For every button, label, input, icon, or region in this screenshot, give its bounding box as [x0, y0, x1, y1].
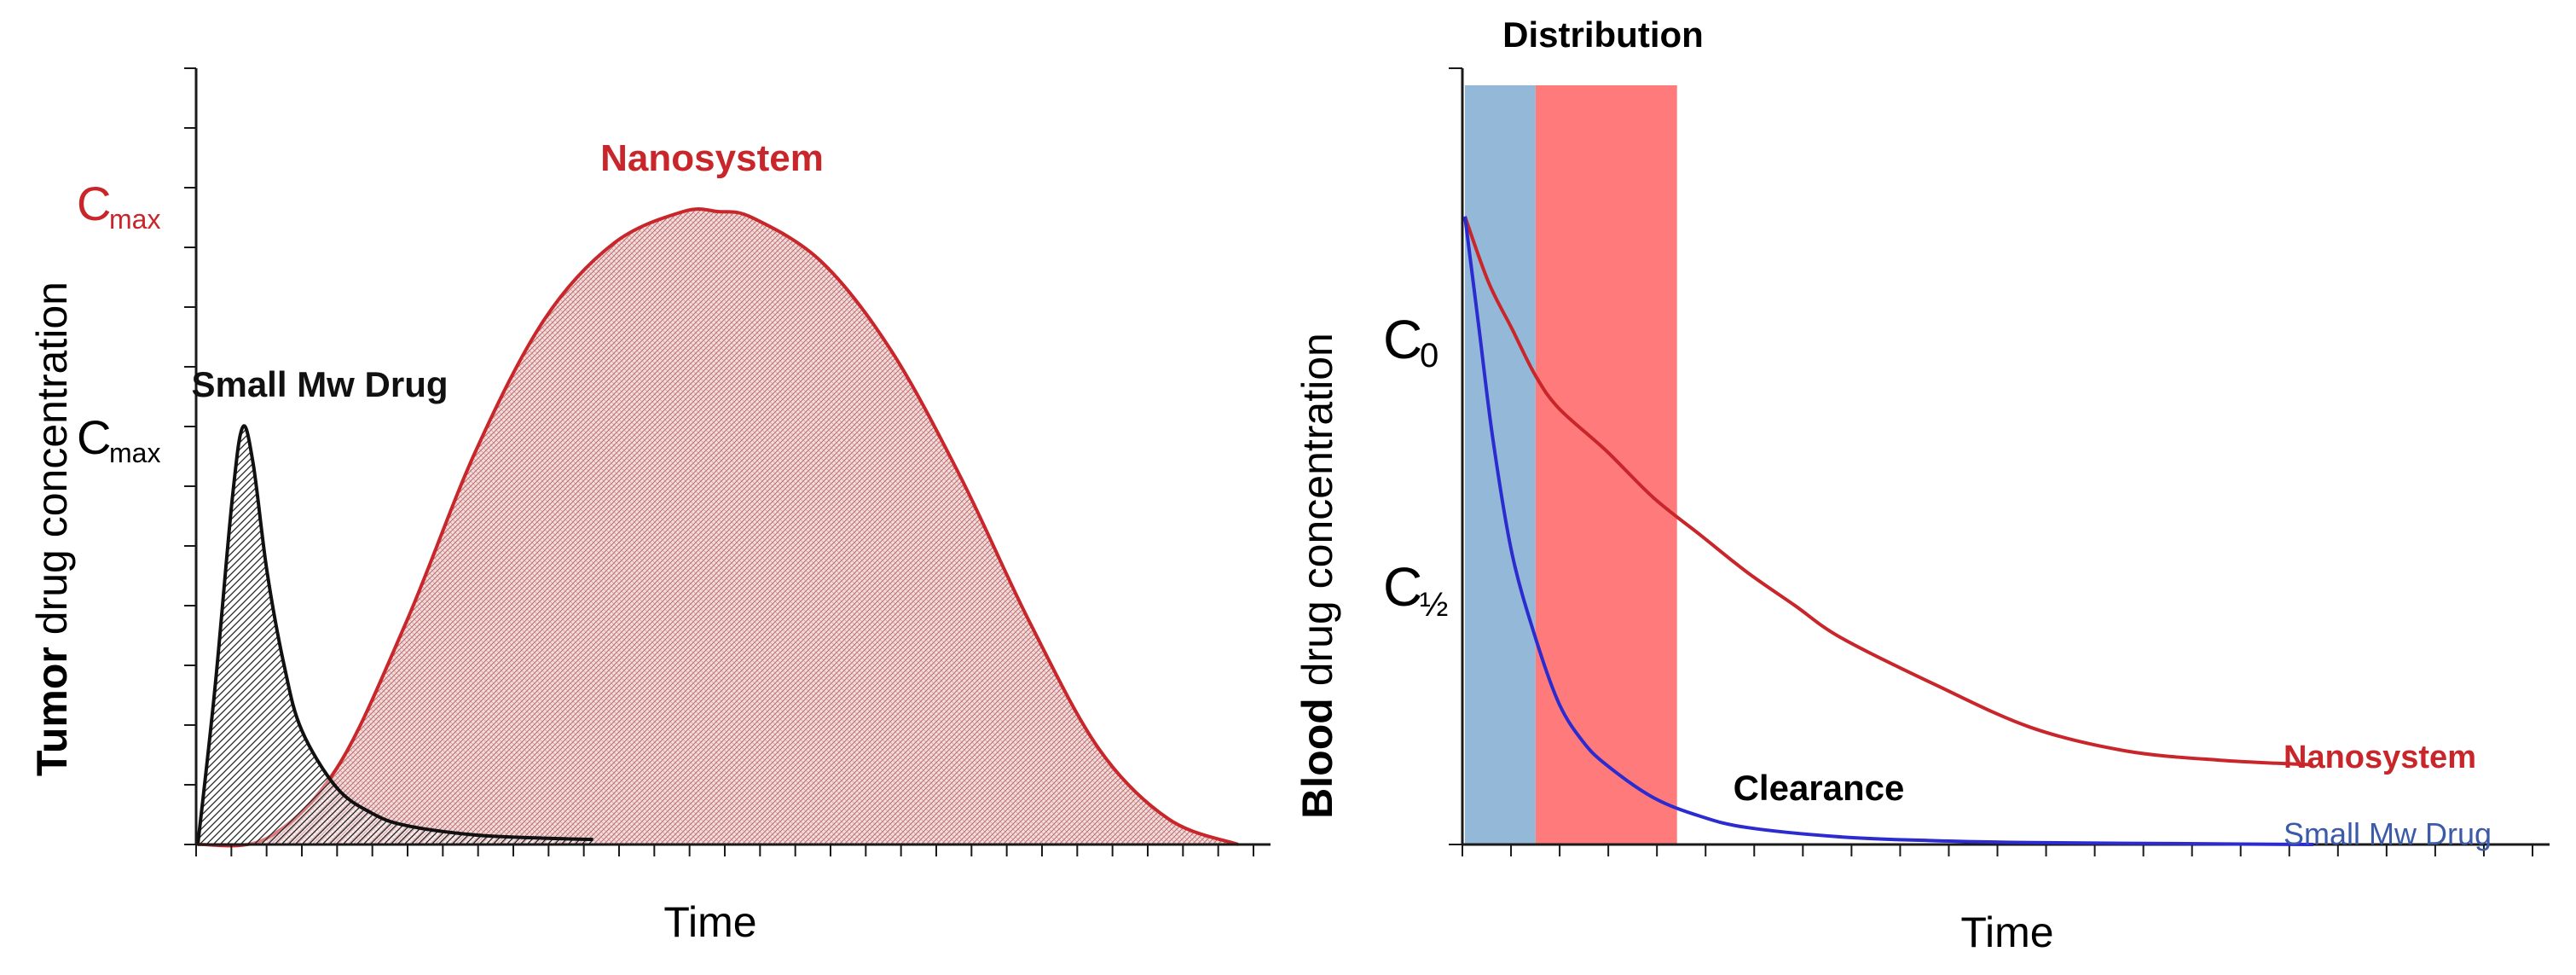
chalf-sub: ½ [1420, 586, 1448, 624]
small-mw-drug-tumor-area [196, 424, 593, 845]
phase-band-distribution-red [1535, 85, 1677, 844]
phase-bands [1465, 85, 1677, 844]
blood-concentration-chart: Distribution Clearance C 0 C ½ Nanosyste… [1294, 15, 2550, 956]
c0-tick-label: C 0 [1383, 309, 1439, 374]
left-y-axis-label-rest: drug concentration [28, 281, 76, 647]
cmax-small-label: C max [77, 410, 160, 468]
clearance-label: Clearance [1734, 768, 1905, 808]
cmax-nano-base: C [77, 177, 111, 230]
left-x-axis-label: Time [663, 898, 756, 946]
tumor-concentration-chart: Nanosystem Small Mw Drug C max C max Tum… [28, 67, 1271, 946]
left-y-axis-label: Tumor drug concentration [28, 281, 76, 776]
small-mw-drug-blood-label: Small Mw Drug [2284, 816, 2492, 851]
right-y-axis-label: Blood drug concentration [1294, 333, 1341, 819]
cmax-nano-sub: max [109, 204, 160, 235]
right-y-axis-label-bold: Blood [1294, 698, 1341, 819]
right-axes [1449, 67, 2550, 856]
chalf-base: C [1383, 556, 1422, 618]
small-mw-drug-curve [196, 424, 593, 845]
chalf-tick-label: C ½ [1383, 556, 1448, 624]
distribution-label: Distribution [1502, 15, 1704, 55]
c0-sub: 0 [1420, 337, 1439, 374]
small-mw-drug-blood-curve [1463, 216, 2313, 846]
right-x-axis-label: Time [1960, 908, 2053, 956]
nanosystem-series-label: Nanosystem [600, 137, 824, 179]
blood-lines [1463, 216, 2313, 846]
small-mw-drug-area-fill [198, 426, 593, 844]
left-axes [184, 67, 1271, 856]
nanosystem-blood-label: Nanosystem [2284, 740, 2476, 775]
cmax-small-sub: max [109, 438, 160, 468]
small-mw-drug-series-label: Small Mw Drug [191, 364, 448, 404]
phase-band-distribution-blue [1465, 85, 1536, 844]
right-y-axis-label-rest: drug concentration [1294, 333, 1341, 698]
nanosystem-area-fill [198, 208, 1238, 846]
cmax-small-base: C [77, 410, 111, 464]
left-y-axis-label-bold: Tumor [28, 647, 76, 776]
nanosystem-curve [197, 206, 1239, 848]
cmax-nanosystem-label: C max [77, 177, 160, 235]
nanosystem-blood-curve [1463, 216, 2313, 767]
c0-base: C [1383, 309, 1422, 370]
nanosystem-tumor-area [197, 206, 1239, 848]
